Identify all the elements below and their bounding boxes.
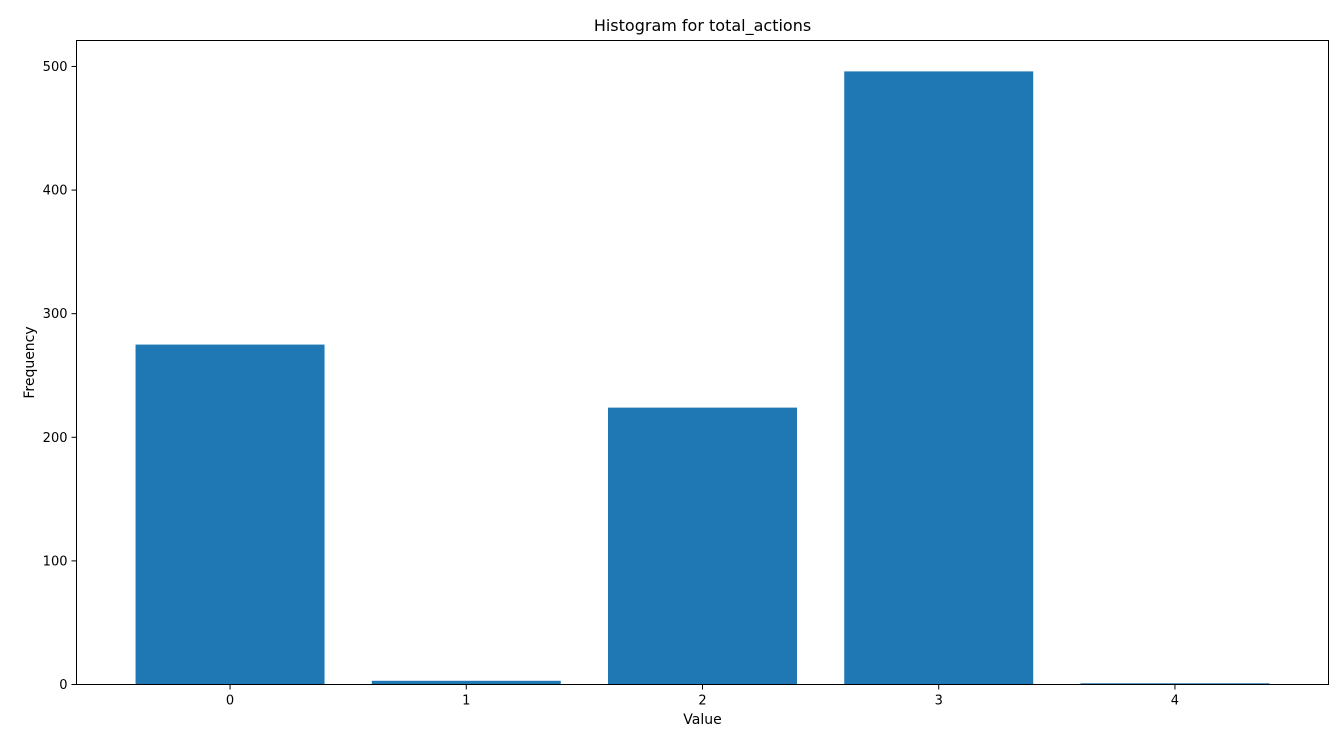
x-tick-label: 3 (935, 694, 943, 709)
x-tick-label: 0 (226, 694, 234, 709)
y-tick-label: 100 (43, 554, 68, 569)
x-tick-label: 1 (462, 694, 470, 709)
x-axis-label: Value (683, 712, 721, 728)
y-axis-ticks: 0 100 200 300 400 500 (43, 60, 77, 693)
x-axis-ticks: 0 1 2 3 4 (226, 684, 1179, 709)
bar-3 (844, 71, 1034, 685)
bar-0 (135, 344, 325, 685)
plot-area-frame (76, 40, 1329, 685)
bar-1 (371, 680, 561, 685)
bars-group (135, 71, 1270, 685)
x-tick-label: 2 (698, 694, 706, 709)
x-tick-label: 4 (1171, 694, 1179, 709)
bar-4 (1080, 683, 1270, 685)
y-tick-label: 400 (43, 184, 68, 199)
y-tick-label: 500 (43, 60, 68, 75)
y-tick-label: 200 (43, 431, 68, 446)
y-tick-label: 0 (59, 678, 67, 693)
chart-title: Histogram for total_actions (594, 16, 811, 36)
y-tick-label: 300 (43, 307, 68, 322)
bar-2 (608, 407, 797, 685)
y-axis-label: Frequency (22, 326, 38, 398)
